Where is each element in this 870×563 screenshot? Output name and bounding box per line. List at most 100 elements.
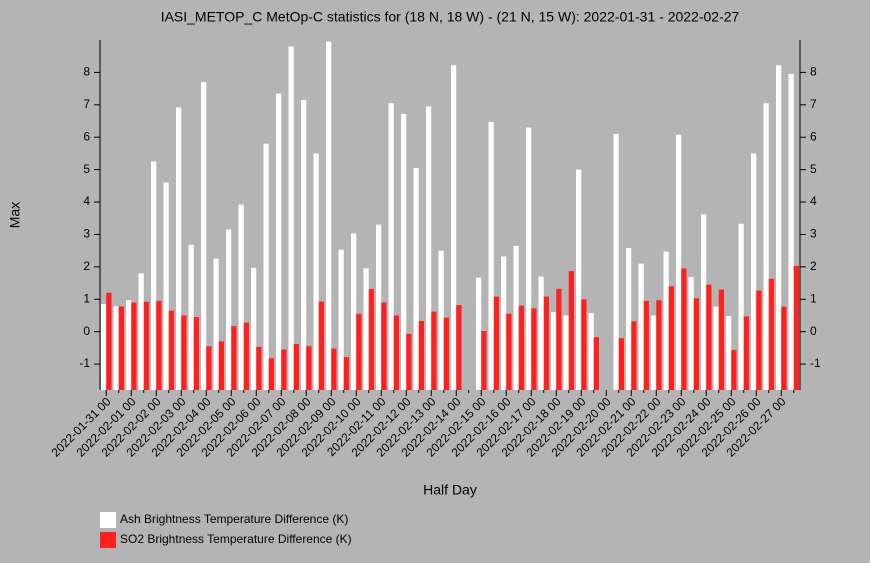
y-tick-label: 6	[83, 129, 90, 143]
bar	[193, 317, 199, 390]
bar	[643, 300, 649, 390]
bar	[331, 348, 337, 390]
y-tick-label: 1	[83, 291, 90, 305]
bar	[376, 224, 382, 390]
y-tick-label: 2	[83, 259, 90, 273]
bar	[338, 249, 344, 390]
bar	[231, 326, 237, 390]
bar	[213, 258, 219, 390]
bar	[731, 350, 737, 390]
bar	[431, 311, 437, 390]
bar	[476, 277, 482, 390]
bar	[356, 313, 362, 390]
bar	[206, 346, 212, 390]
bar	[451, 65, 457, 391]
bar	[126, 300, 132, 390]
bar	[326, 41, 332, 391]
y2-tick-label: 1	[810, 291, 817, 305]
y-tick-label: 5	[83, 162, 90, 176]
bar	[551, 312, 557, 390]
y2-tick-label: 7	[810, 97, 817, 111]
bar	[576, 169, 582, 390]
bar	[301, 99, 307, 390]
bar	[626, 248, 632, 390]
bar	[663, 251, 669, 390]
bar	[281, 349, 287, 390]
bar	[793, 265, 799, 390]
y2-tick-label: 8	[810, 65, 817, 79]
bar	[343, 356, 349, 390]
y-tick-label: 0	[83, 324, 90, 338]
y2-tick-label: 3	[810, 227, 817, 241]
bar	[593, 337, 599, 390]
bar	[226, 229, 232, 390]
bar	[501, 256, 507, 390]
bar	[488, 121, 494, 391]
bar	[263, 143, 269, 390]
bar	[638, 263, 644, 390]
legend-label: SO2 Brightness Temperature Difference (K…	[120, 532, 352, 546]
bar	[718, 289, 724, 390]
bar	[568, 271, 574, 390]
y2-tick-label: 6	[810, 129, 817, 143]
bar	[406, 333, 412, 390]
bar	[456, 305, 462, 390]
bar	[101, 304, 107, 390]
bar	[293, 343, 299, 390]
bar	[743, 316, 749, 390]
bar	[631, 321, 637, 390]
bar	[163, 182, 169, 390]
bar	[556, 288, 562, 390]
bar	[481, 331, 487, 390]
bar	[781, 306, 787, 390]
bar	[581, 299, 587, 390]
bar	[243, 322, 249, 390]
bar	[201, 82, 207, 390]
legend-swatch	[100, 532, 116, 548]
bar	[388, 103, 394, 390]
bar	[681, 268, 687, 390]
bar	[256, 346, 262, 390]
bar	[276, 93, 282, 390]
bar	[506, 313, 512, 390]
bar	[776, 65, 782, 391]
bar	[588, 313, 594, 390]
bar	[268, 358, 274, 390]
bar	[688, 277, 694, 390]
chart-title: IASI_METOP_C MetOp-C statistics for (18 …	[161, 9, 740, 25]
bar	[113, 306, 119, 390]
y2-tick-label: -1	[810, 356, 821, 370]
y-tick-label: 8	[83, 65, 90, 79]
x-axis-label: Half Day	[423, 482, 477, 498]
bar	[518, 305, 524, 390]
bar	[218, 341, 224, 390]
bar	[788, 74, 794, 391]
bar	[168, 310, 174, 390]
bar	[351, 233, 357, 390]
y-tick-label: -1	[79, 356, 90, 370]
bar	[176, 107, 182, 390]
bar	[701, 214, 707, 390]
bar	[438, 250, 444, 390]
bar	[756, 290, 762, 390]
bar	[181, 315, 187, 390]
y2-tick-label: 2	[810, 259, 817, 273]
bar	[538, 276, 544, 390]
bar	[401, 113, 407, 390]
bar	[318, 301, 324, 390]
bar	[493, 296, 499, 390]
y2-tick-label: 4	[810, 194, 817, 208]
bar	[543, 296, 549, 390]
bar	[413, 168, 419, 390]
bar	[306, 346, 312, 390]
y-axis-label: Max	[7, 202, 23, 228]
bar	[368, 288, 374, 390]
bar	[381, 302, 387, 390]
bar	[418, 320, 424, 390]
legend-swatch	[100, 512, 116, 528]
bar	[138, 273, 144, 390]
bar	[751, 153, 757, 390]
bar	[531, 308, 537, 390]
